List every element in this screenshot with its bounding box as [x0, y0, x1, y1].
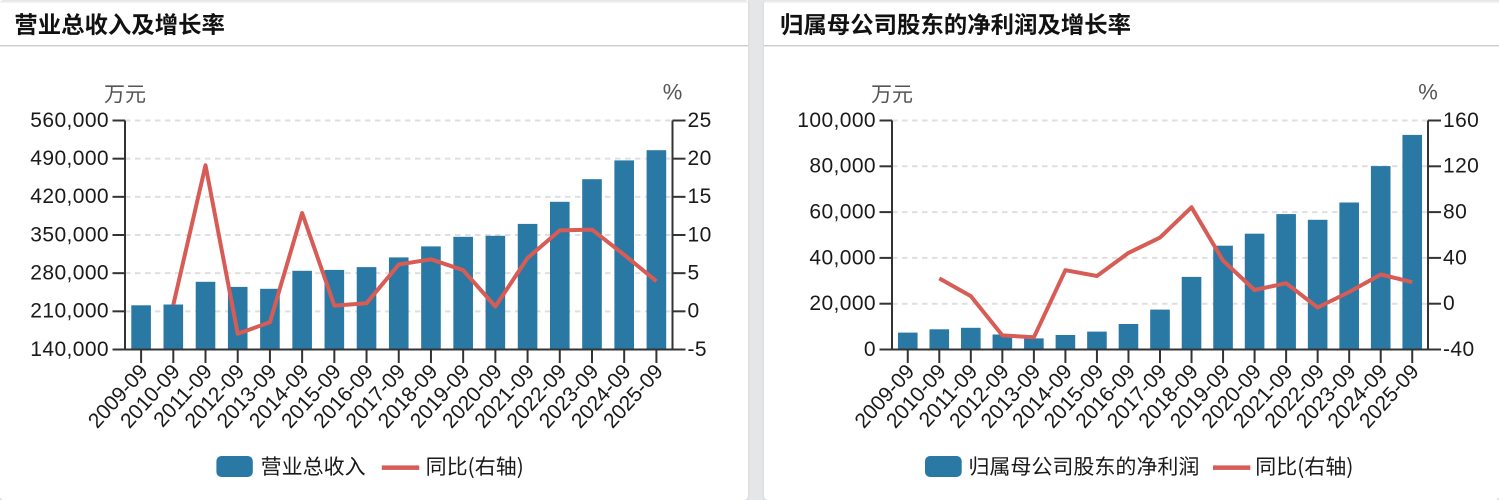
svg-text:80,000: 80,000 [809, 155, 876, 178]
svg-text:210,000: 210,000 [30, 300, 109, 323]
svg-text:0: 0 [1443, 292, 1455, 315]
svg-text:80: 80 [1443, 201, 1467, 224]
svg-text:160: 160 [1443, 109, 1479, 132]
svg-text:0: 0 [688, 300, 700, 323]
svg-text:490,000: 490,000 [30, 147, 109, 170]
svg-text:60,000: 60,000 [809, 201, 876, 224]
svg-text:40: 40 [1443, 246, 1467, 269]
svg-text:140,000: 140,000 [30, 338, 109, 361]
svg-text:280,000: 280,000 [30, 262, 109, 285]
svg-text:%: % [1418, 80, 1438, 105]
svg-text:0: 0 [864, 338, 876, 361]
svg-text:560,000: 560,000 [30, 109, 109, 132]
svg-text:15: 15 [688, 185, 712, 208]
svg-text:20,000: 20,000 [809, 292, 876, 315]
svg-text:%: % [663, 80, 683, 105]
svg-text:25: 25 [688, 109, 712, 132]
svg-text:120: 120 [1443, 155, 1479, 178]
svg-text:420,000: 420,000 [30, 185, 109, 208]
svg-text:-40: -40 [1443, 338, 1475, 361]
svg-text:100,000: 100,000 [797, 109, 876, 132]
svg-text:40,000: 40,000 [809, 246, 876, 269]
svg-text:-5: -5 [688, 338, 707, 361]
svg-text:20: 20 [688, 147, 712, 170]
svg-text:10: 10 [688, 223, 712, 246]
svg-text:350,000: 350,000 [30, 223, 109, 246]
svg-text:5: 5 [688, 262, 700, 285]
